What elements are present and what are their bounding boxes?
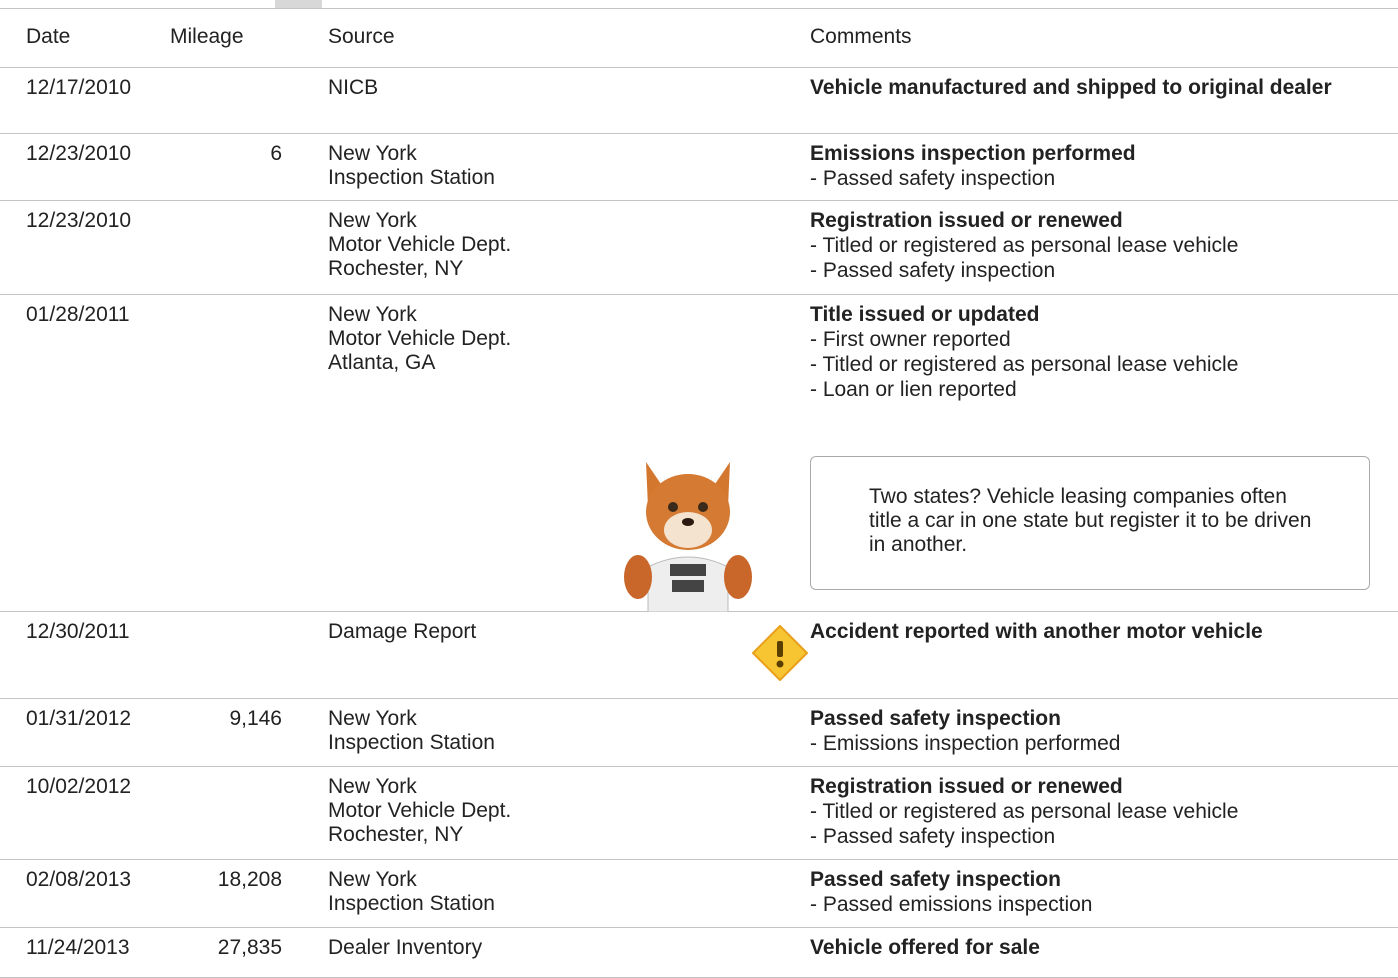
comment-detail: - First owner reported <box>810 328 1011 351</box>
date: 12/30/2011 <box>26 620 130 643</box>
source: New York Motor Vehicle Dept. Rochester, NY <box>328 209 511 281</box>
comment-title: Passed safety inspection <box>810 868 1061 891</box>
header-row: Date Mileage Source Comments <box>0 8 1398 68</box>
date: 12/23/2010 <box>26 142 132 165</box>
comment-detail: - Passed safety inspection <box>810 167 1056 190</box>
comment-title: Passed safety inspection <box>810 707 1061 730</box>
comment-detail: - Loan or lien reported <box>810 378 1017 401</box>
comments: Passed safety inspection - Passed emissio… <box>810 868 1092 917</box>
source-line: New York <box>328 775 417 798</box>
history-row: 01/31/2012 9,146 New York Inspection Statio… <box>0 699 1398 767</box>
history-row: 12/23/2010 New York Motor Vehicle Dept. Roc… <box>0 201 1398 295</box>
comments: Vehicle manufactured and shipped to orig… <box>810 76 1332 100</box>
source-line: New York <box>328 868 417 891</box>
comment-title: Vehicle manufactured and shipped to orig… <box>810 76 1332 99</box>
source-line: Motor Vehicle Dept. <box>328 233 512 256</box>
note-box: Two states? Vehicle leasing companies of… <box>810 456 1370 590</box>
history-row: 11/24/2013 27,835 Dealer Inventory Vehicle … <box>0 928 1398 978</box>
source-line: New York <box>328 209 417 232</box>
comment-title: Accident reported with another motor veh… <box>810 620 1263 643</box>
date: 12/23/2010 <box>26 209 132 232</box>
source-line: New York <box>328 707 417 730</box>
source-line: Inspection Station <box>328 166 495 189</box>
source-line: New York <box>328 142 417 165</box>
comments: Title issued or updated - First owner rep… <box>810 303 1238 402</box>
history-row: 12/17/2010 NICB Vehicle manufactured and s… <box>0 68 1398 134</box>
source: New York Motor Vehicle Dept. Rochester, NY <box>328 775 511 847</box>
comment-detail: - Passed safety inspection <box>810 259 1056 282</box>
comments: Passed safety inspection - Emissions insp… <box>810 707 1120 756</box>
history-row: 10/02/2012 New York Motor Vehicle Dept. Roc… <box>0 767 1398 860</box>
source: Damage Report <box>328 620 476 644</box>
source-line: Rochester, NY <box>328 257 464 280</box>
source-line: Motor Vehicle Dept. <box>328 327 512 350</box>
date: 02/08/2013 <box>26 868 132 891</box>
comment-detail: - Passed emissions inspection <box>810 893 1093 916</box>
comment-title: Title issued or updated <box>810 303 1040 326</box>
warning-icon <box>752 625 808 681</box>
source: New York Inspection Station <box>328 868 495 916</box>
date: 01/31/2012 <box>26 707 132 730</box>
comment-detail: - Passed safety inspection <box>810 825 1056 848</box>
mileage: 27,835 <box>217 936 282 959</box>
date: 11/24/2013 <box>26 936 130 959</box>
mascot <box>624 462 752 612</box>
date: 10/02/2012 <box>26 775 132 798</box>
comment-title: Registration issued or renewed <box>810 775 1123 798</box>
header-cell: Source <box>328 25 395 48</box>
mileage: 9,146 <box>229 707 282 730</box>
source: Dealer Inventory <box>328 936 482 960</box>
source: New York Inspection Station <box>328 707 495 755</box>
history-row: 01/28/2011 New York Motor Vehicle Dept. Atl… <box>0 295 1398 612</box>
comment-title: Registration issued or renewed <box>810 209 1123 232</box>
comment-detail: - Titled or registered as personal lease… <box>810 234 1239 257</box>
history-row: 12/23/2010 6 New York Inspection Station Emi… <box>0 134 1398 201</box>
comments: Registration issued or renewed - Titled o… <box>810 775 1238 849</box>
cut-image <box>275 0 322 8</box>
comment-title: Emissions inspection performed <box>810 142 1136 165</box>
source-line: New York <box>328 303 417 326</box>
comments: Vehicle offered for sale <box>810 936 1040 960</box>
comment-detail: - Titled or registered as personal lease… <box>810 800 1239 823</box>
comments: Registration issued or renewed - Titled o… <box>810 209 1238 283</box>
header-cell: Date <box>26 25 71 48</box>
source-line: Inspection Station <box>328 731 495 754</box>
date: 12/17/2010 <box>26 76 132 99</box>
source: New York Motor Vehicle Dept. Atlanta, GA <box>328 303 511 375</box>
mileage: 18,208 <box>217 868 282 891</box>
source-line: Damage Report <box>328 620 477 643</box>
history-row: 02/08/2013 18,208 New York Inspection Stati… <box>0 860 1398 928</box>
header-cell: Comments <box>810 25 912 48</box>
source-line: Atlanta, GA <box>328 351 436 374</box>
date: 01/28/2011 <box>26 303 130 326</box>
source: New York Inspection Station <box>328 142 495 190</box>
comments: Emissions inspection performed - Passed s… <box>810 142 1136 191</box>
source-line: Motor Vehicle Dept. <box>328 799 512 822</box>
source: NICB <box>328 76 378 100</box>
comment-detail: - Emissions inspection performed <box>810 732 1121 755</box>
source-line: Dealer Inventory <box>328 936 483 959</box>
history-row: 12/30/2011 Damage Report Accident reported… <box>0 612 1398 699</box>
source-line: NICB <box>328 76 379 99</box>
comment-title: Vehicle offered for sale <box>810 936 1040 959</box>
comment-detail: - Titled or registered as personal lease… <box>810 353 1239 376</box>
source-line: Rochester, NY <box>328 823 464 846</box>
mileage: 6 <box>270 142 282 165</box>
comments: Accident reported with another motor veh… <box>810 620 1263 644</box>
source-line: Inspection Station <box>328 892 495 915</box>
header-cell: Mileage <box>170 25 244 48</box>
